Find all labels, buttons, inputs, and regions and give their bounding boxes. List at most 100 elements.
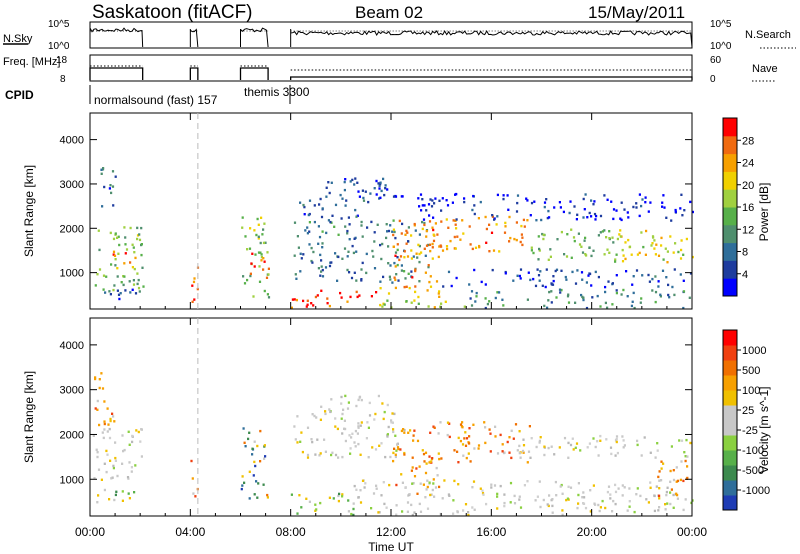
range-gate-cell [423,460,426,463]
range-gate-cell [337,255,340,259]
range-gate-cell [103,488,106,492]
range-gate-cell [318,235,322,239]
range-gate-cell [468,442,471,445]
power-colorbar-label: Power [dB] [757,183,771,242]
range-gate-cell [360,224,363,227]
range-gate-cell [112,466,115,470]
range-gate-cell [610,452,613,456]
range-gate-cell [472,423,475,426]
range-gate-cell [394,434,397,437]
range-gate-cell [249,274,252,278]
range-gate-cell [324,450,327,453]
range-gate-cell [263,260,266,263]
range-gate-cell [117,293,121,296]
range-gate-cell [396,256,399,259]
range-gate-cell [359,453,362,456]
range-gate-cell [97,229,100,232]
range-gate-cell [553,453,556,456]
range-gate-cell [393,412,396,416]
colorbar-swatch [723,480,737,496]
range-gate-cell [604,290,607,294]
range-gate-cell [672,469,675,472]
range-gate-cell [675,480,678,483]
range-gate-cell [124,236,127,239]
range-gate-cell [296,512,299,515]
range-gate-cell [315,508,318,511]
range-gate-cell [585,281,588,284]
range-gate-cell [413,429,416,432]
range-gate-cell [675,492,678,495]
range-gate-cell [549,248,552,251]
range-gate-cell [603,194,606,197]
range-gate-cell [395,449,398,452]
range-gate-cell [668,296,671,299]
range-gate-cell [191,284,194,287]
freq-left-tick-top: 18 [56,55,68,66]
range-gate-cell [350,512,353,516]
range-gate-cell [550,282,553,285]
range-gate-cell [413,222,416,226]
range-gate-cell [670,488,673,491]
range-gate-cell [689,200,692,204]
range-gate-cell [296,441,299,444]
range-gate-cell [120,281,123,284]
range-gate-cell [109,293,112,296]
range-gate-cell [574,301,577,304]
range-gate-cell [327,181,330,184]
range-gate-cell [593,212,597,216]
range-gate-cell [346,407,350,410]
range-gate-cell [615,253,618,256]
range-gate-cell [428,243,432,246]
range-gate-cell [96,399,99,403]
range-gate-cell [496,215,499,218]
range-gate-cell [566,233,569,236]
range-gate-cell [300,506,303,509]
range-gate-cell [403,250,406,253]
range-gate-cell [407,431,410,434]
range-gate-cell [290,306,293,309]
velocity-colorbar-label: Velocity [m s^-1] [757,387,771,474]
range-gate-cell [590,199,593,202]
range-gate-cell [515,238,518,242]
range-gate-cell [346,255,349,258]
range-gate-cell [592,484,595,487]
range-gate-cell [464,503,468,506]
range-gate-cell [360,421,363,424]
x-axis-ticks: 00:00 04:00 08:00 12:00 16:00 20:00 00:00 [75,525,707,539]
range-gate-cell [256,496,259,499]
range-gate-cell [357,425,360,428]
range-gate-cell [683,451,686,454]
range-gate-cell [685,237,688,241]
beam-title: Beam 02 [355,3,423,22]
range-gate-cell [127,430,130,433]
range-gate-cell [410,270,413,273]
range-gate-cell [576,506,579,510]
range-gate-cell [690,501,693,505]
range-gate-cell [424,254,427,257]
range-gate-cell [534,499,537,502]
range-gate-cell [467,511,470,514]
range-gate-cell [665,276,668,279]
range-gate-cell [102,167,105,170]
range-gate-cell [660,467,663,470]
range-gate-cell [543,453,546,457]
range-gate-cell [375,487,378,490]
colorbar-tick-label: 28 [742,135,754,147]
range-gate-cell [398,258,401,262]
range-gate-cell [623,444,626,447]
range-gate-cell [490,483,493,486]
date-title: 15/May/2011 [588,3,685,22]
range-gate-cell [330,398,333,401]
range-gate-cell [109,184,112,187]
range-gate-cell [192,280,196,284]
range-gate-cell [196,287,199,291]
range-gate-cell [493,218,496,221]
range-gate-cell [334,425,337,428]
range-gate-cell [408,286,411,290]
range-gate-cell [416,492,419,495]
range-gate-cell [435,466,438,470]
range-gate-cell [504,225,507,228]
range-gate-cell [519,240,522,244]
range-gate-cell [538,249,541,252]
